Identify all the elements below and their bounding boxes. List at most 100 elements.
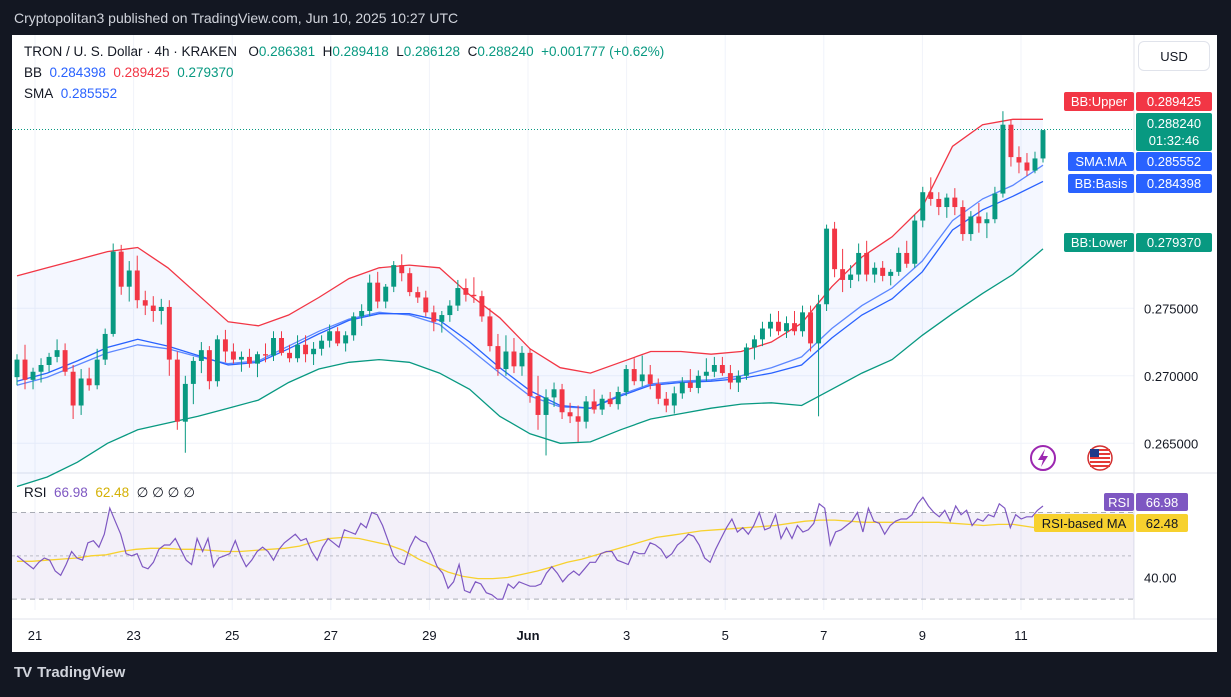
candle <box>263 343 268 363</box>
candle <box>38 358 44 383</box>
x-tick-label: 9 <box>919 628 926 643</box>
candle <box>118 244 124 295</box>
candle <box>487 308 493 352</box>
candle-body <box>174 359 180 422</box>
candle-body <box>375 282 381 302</box>
candle <box>759 321 765 347</box>
candle <box>639 355 645 387</box>
candle <box>142 290 148 316</box>
rsi-ma-tag-value: 62.48 <box>1146 516 1179 531</box>
candle <box>575 405 581 442</box>
candle-body <box>118 251 124 287</box>
candle-body <box>639 374 645 382</box>
candle-body <box>246 356 252 364</box>
candle-body <box>687 382 693 388</box>
bb-lower-tag-value: 0.279370 <box>1147 235 1201 250</box>
candle <box>591 389 597 414</box>
time-axis: 21 23 25 27 29 Jun 3 5 7 9 11 <box>28 628 1028 643</box>
candle <box>776 311 781 336</box>
candle <box>880 261 886 282</box>
rsi-ma-tag-name: RSI-based MA <box>1042 516 1127 531</box>
candle-body <box>735 375 741 383</box>
candle-body <box>46 356 52 365</box>
candle <box>222 329 228 363</box>
candle-body <box>1024 162 1030 171</box>
candle <box>198 342 204 374</box>
candle <box>824 224 830 311</box>
candle <box>295 335 301 363</box>
rsi-tag: RSI 66.98 <box>1104 493 1188 511</box>
candle <box>888 269 894 286</box>
rsi-tag-value-bg <box>1136 493 1188 511</box>
candle-body <box>335 331 341 344</box>
candle <box>102 328 108 365</box>
candle <box>1000 111 1006 198</box>
candle-body <box>22 359 28 380</box>
candle-body <box>110 251 116 334</box>
footer-brand: TV TradingView <box>14 664 125 681</box>
candle-body <box>599 398 605 410</box>
sma-tag-value: 0.285552 <box>1147 154 1201 169</box>
candle <box>431 305 437 332</box>
candle-body <box>407 273 413 293</box>
candle <box>679 377 685 399</box>
candle-body <box>126 270 132 287</box>
bb-lower-tag-value-bg <box>1136 233 1212 252</box>
candle-body <box>14 359 20 378</box>
x-tick-label: 25 <box>225 628 239 643</box>
candle-body <box>928 192 934 199</box>
candle-body <box>663 398 669 406</box>
candle-body <box>54 350 60 357</box>
rsi-tag-name-bg <box>1104 493 1134 511</box>
candle-body <box>150 305 156 311</box>
candle-body <box>1000 124 1006 194</box>
bb-lower-tag: BB:Lower 0.279370 <box>1064 233 1212 252</box>
x-tick-label: 7 <box>820 628 827 643</box>
legend-bb-basis: 0.284398 <box>49 65 106 80</box>
candle-body <box>936 198 942 208</box>
bb-upper-tag-value-bg <box>1136 92 1212 111</box>
candle <box>158 298 164 325</box>
legend-rsi-row: RSI 66.98 62.48 ∅ ∅ ∅ ∅ <box>24 485 195 500</box>
candle <box>22 344 28 390</box>
candle-body <box>976 216 982 224</box>
candle-body <box>230 351 236 360</box>
candle-body <box>255 354 260 364</box>
candle-body <box>214 339 220 382</box>
candle <box>126 261 132 302</box>
candle <box>703 358 709 382</box>
candle-body <box>30 371 36 380</box>
candle-body <box>856 252 862 275</box>
legend-low: 0.286128 <box>403 44 461 59</box>
candle-body <box>880 267 886 276</box>
candle <box>944 193 950 218</box>
candle <box>174 351 180 430</box>
last-price-bg <box>1136 113 1212 151</box>
candle <box>150 296 156 322</box>
legend-sma: 0.285552 <box>60 86 118 101</box>
candle <box>952 188 958 216</box>
candle-body <box>359 311 365 317</box>
candle <box>271 331 276 361</box>
candle <box>800 305 805 337</box>
candle <box>367 274 373 317</box>
candle <box>840 248 846 293</box>
candle <box>447 300 453 322</box>
candle-body <box>800 312 805 332</box>
candle-body <box>808 312 814 344</box>
candle <box>190 356 196 405</box>
candle <box>246 348 252 368</box>
candle <box>311 342 317 365</box>
candle-body <box>158 306 164 311</box>
candle-body <box>992 193 998 220</box>
candle-body <box>695 375 701 388</box>
candle <box>992 186 998 224</box>
currency-button[interactable]: USD <box>1138 41 1210 71</box>
candle <box>230 343 236 364</box>
candle-body <box>367 282 373 311</box>
legend-rsi: 66.98 <box>54 485 88 500</box>
candle <box>743 343 749 380</box>
candle-body <box>711 365 717 372</box>
